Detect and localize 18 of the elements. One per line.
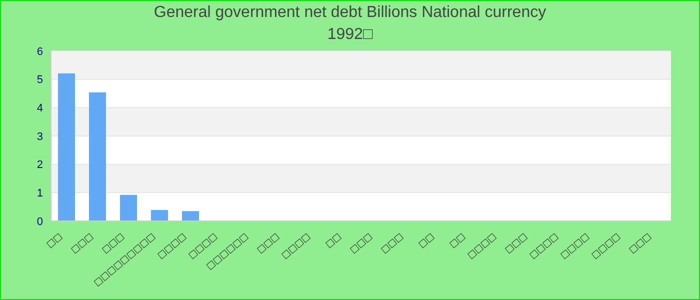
chart-title: General government net debt Billions National currency xyxy=(152,4,548,22)
x-tick-label: □□ xyxy=(324,232,344,250)
y-tick-label: 0 xyxy=(36,216,43,228)
y-tick-label: 4 xyxy=(36,102,43,115)
x-tick-label: □□ xyxy=(44,232,64,250)
bar xyxy=(58,73,75,221)
bar xyxy=(120,194,137,221)
y-tick-label: 1 xyxy=(36,188,43,200)
y-tick-label: 5 xyxy=(36,74,43,86)
y-tick-label: 2 xyxy=(36,159,43,172)
x-tick-label: □□ xyxy=(416,232,436,250)
x-tick-label: □□ xyxy=(448,232,468,250)
y-tick-label: 3 xyxy=(36,130,43,143)
y-tick-label: 6 xyxy=(36,46,43,58)
bar xyxy=(89,92,106,221)
chart-subtitle: 1992□ xyxy=(326,26,374,44)
bar xyxy=(182,211,199,221)
bar xyxy=(151,210,168,221)
